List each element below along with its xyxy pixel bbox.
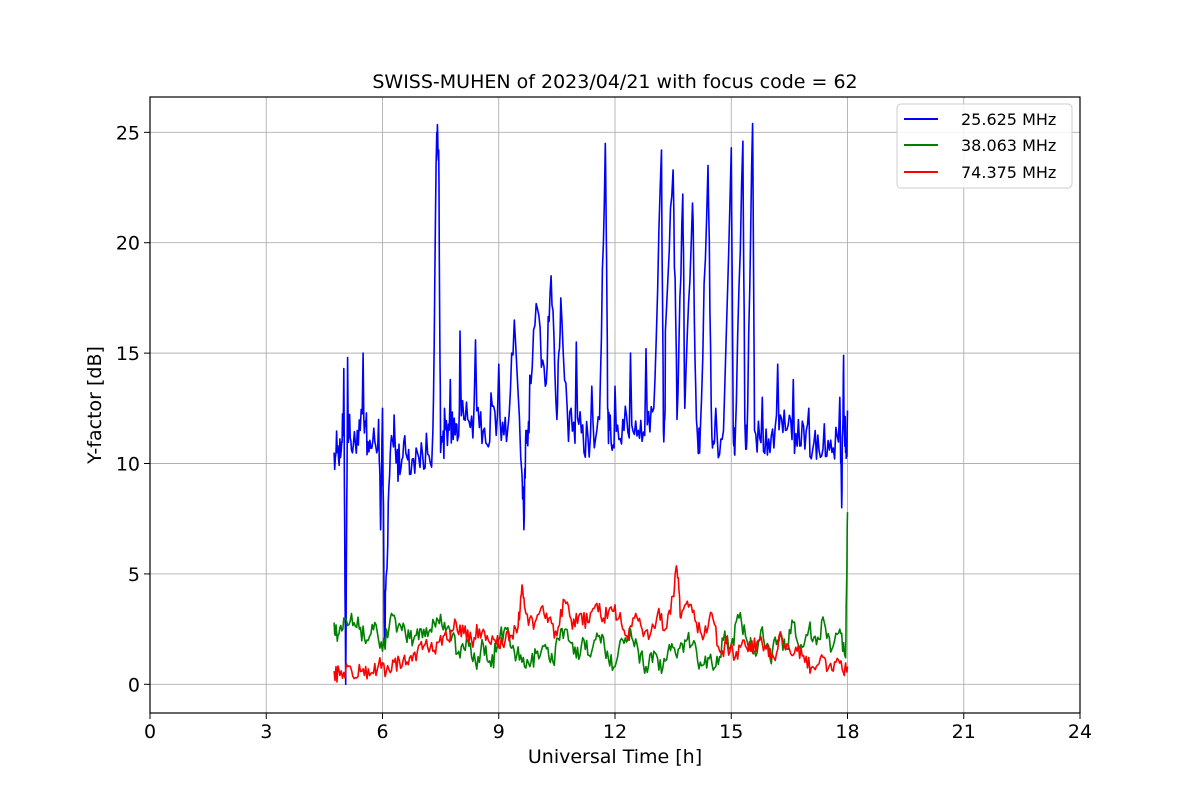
x-tick-label: 24 bbox=[1068, 721, 1092, 743]
y-axis-label: Y-factor [dB] bbox=[84, 346, 106, 465]
y-tick-label: 0 bbox=[128, 674, 140, 696]
legend-label-74-375: 74.375 MHz bbox=[961, 163, 1056, 182]
y-axis: 0 5 10 15 20 25 bbox=[116, 122, 150, 696]
x-tick-label: 21 bbox=[952, 721, 976, 743]
y-tick-label: 15 bbox=[116, 343, 140, 365]
legend-box bbox=[896, 103, 1073, 189]
chart-title: SWISS-MUHEN of 2023/04/21 with focus cod… bbox=[372, 71, 857, 93]
x-axis: 0 3 6 9 12 15 18 21 24 bbox=[144, 713, 1092, 743]
y-tick-label: 5 bbox=[128, 564, 140, 586]
x-tick-label: 12 bbox=[603, 721, 627, 743]
legend-label-25-625: 25.625 MHz bbox=[961, 110, 1056, 129]
series-line bbox=[333, 565, 849, 683]
y-tick-label: 25 bbox=[116, 122, 140, 144]
x-axis-label: Universal Time [h] bbox=[528, 746, 702, 768]
y-tick-label: 10 bbox=[116, 454, 140, 476]
x-tick-label: 9 bbox=[493, 721, 505, 743]
y-tick-label: 20 bbox=[116, 233, 140, 255]
x-tick-label: 6 bbox=[376, 721, 388, 743]
legend: 25.625 MHz 38.063 MHz 74.375 MHz bbox=[896, 103, 1073, 189]
series-line bbox=[333, 122, 849, 686]
series-layer bbox=[333, 122, 849, 686]
x-tick-label: 15 bbox=[719, 721, 743, 743]
x-tick-label: 18 bbox=[835, 721, 859, 743]
legend-label-38-063: 38.063 MHz bbox=[961, 136, 1056, 155]
x-tick-label: 3 bbox=[260, 721, 272, 743]
x-tick-label: 0 bbox=[144, 721, 156, 743]
